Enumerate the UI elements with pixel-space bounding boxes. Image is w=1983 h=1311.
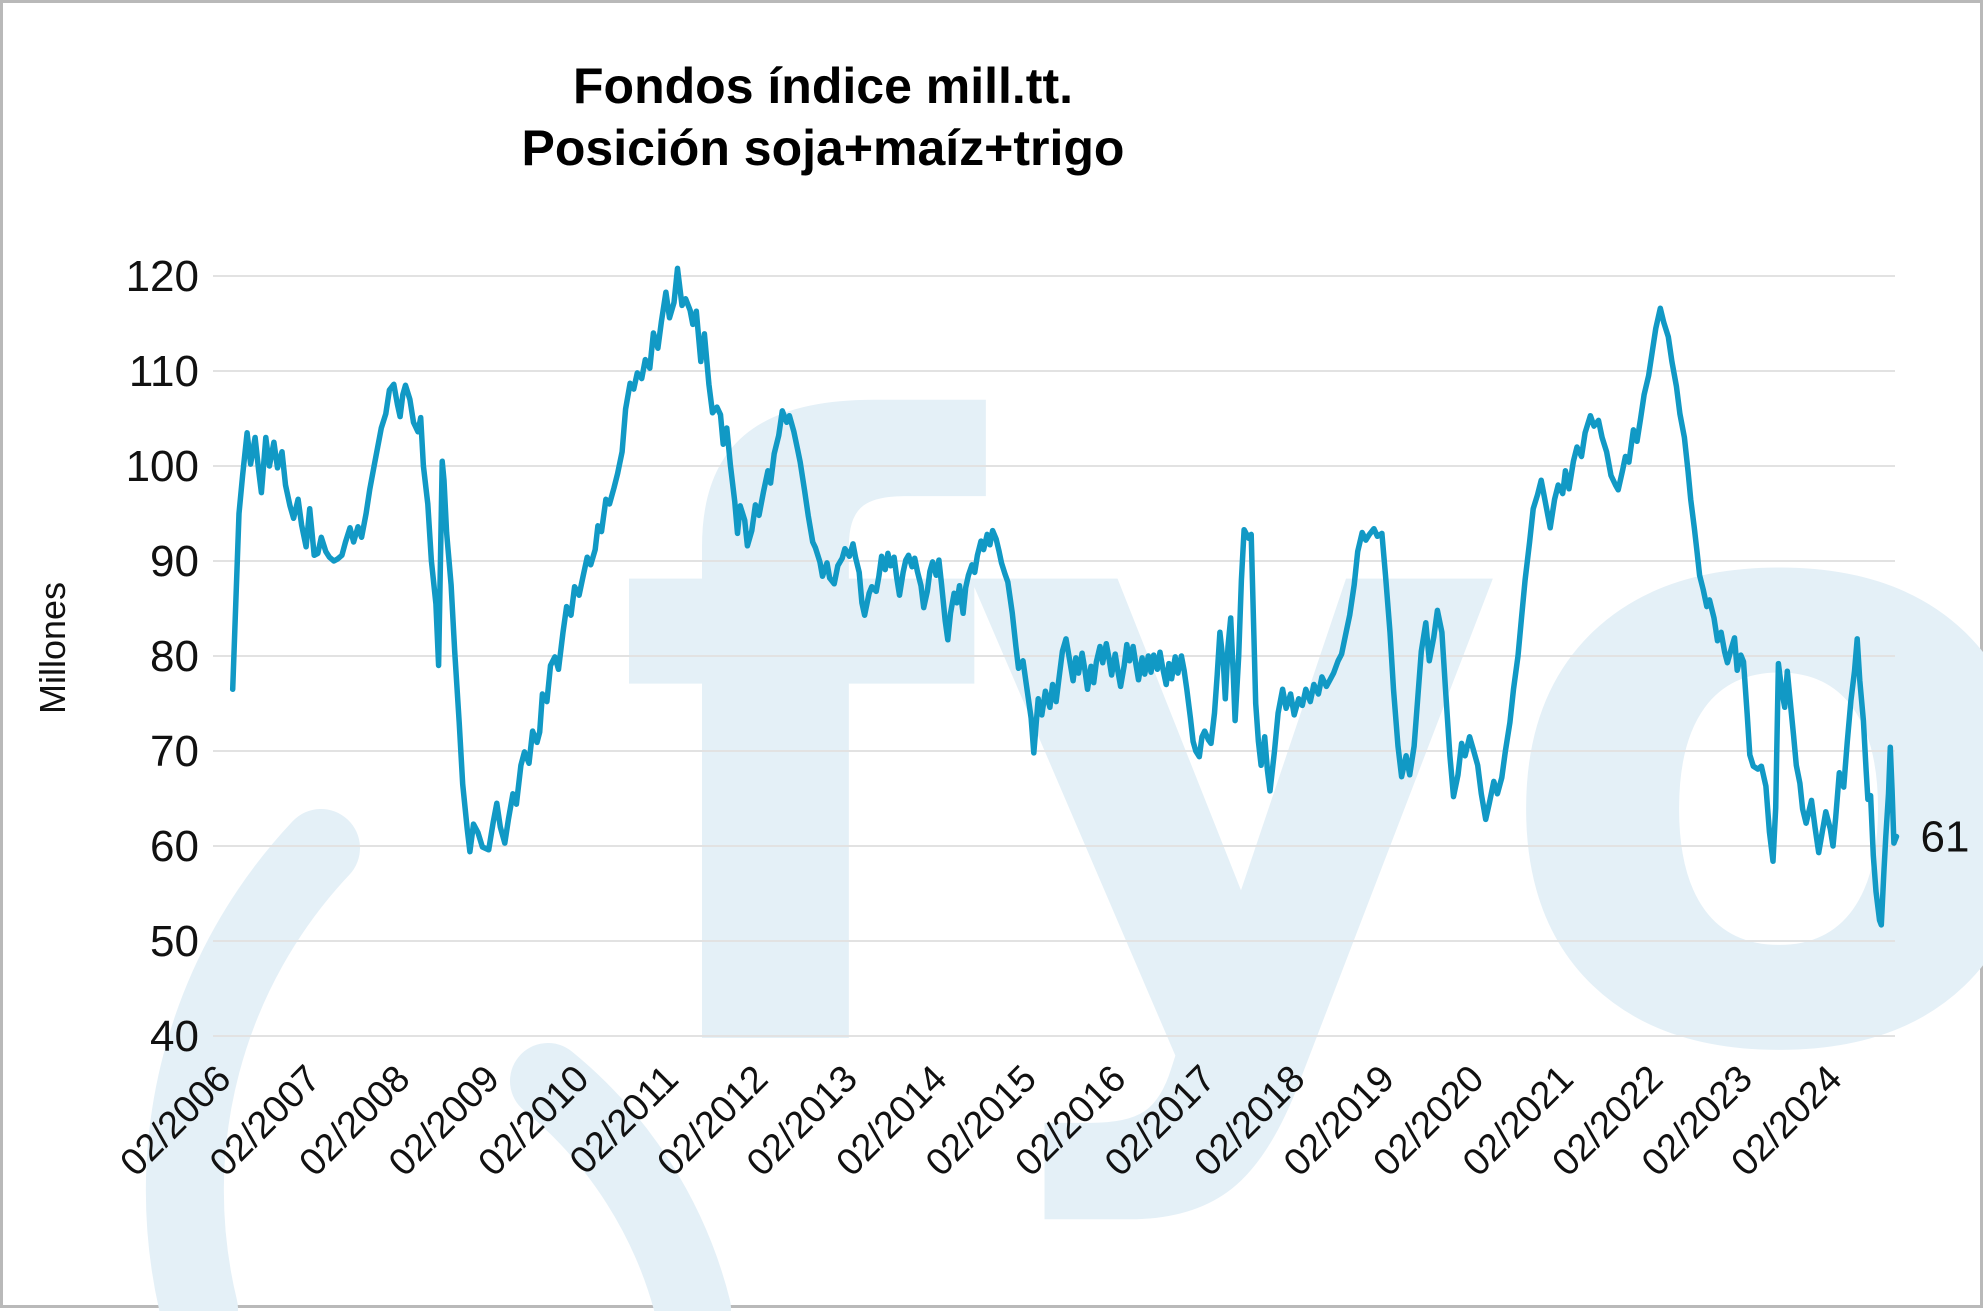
y-tick-label: 70 [150, 727, 199, 776]
y-tick-label: 110 [129, 347, 199, 396]
y-axis-tick-labels: 40 50 60 70 80 90 100 110 120 [126, 252, 199, 1061]
last-value-label: 61 [1921, 813, 1970, 862]
fyo-watermark: fyo [145, 259, 1983, 1311]
y-tick-label: 90 [150, 537, 199, 586]
chart-title-line2: Posición soja+maíz+trigo [522, 120, 1125, 176]
y-tick-label: 40 [150, 1012, 199, 1061]
y-tick-label: 60 [150, 822, 199, 871]
watermark-right-paren-icon [510, 1043, 731, 1311]
y-tick-label: 100 [126, 442, 199, 491]
series-line [229, 265, 1900, 928]
gridlines [213, 275, 1895, 1037]
y-tick-label: 50 [150, 917, 199, 966]
data-series [229, 265, 1900, 928]
y-axis-title: Millones [32, 582, 73, 714]
y-tick-label: 120 [126, 252, 199, 301]
chart-title-line1: Fondos índice mill.tt. [573, 58, 1073, 114]
watermark-text: fyo [613, 259, 1983, 1237]
watermark-left-paren-icon [145, 809, 360, 1311]
y-tick-label: 80 [150, 632, 199, 681]
